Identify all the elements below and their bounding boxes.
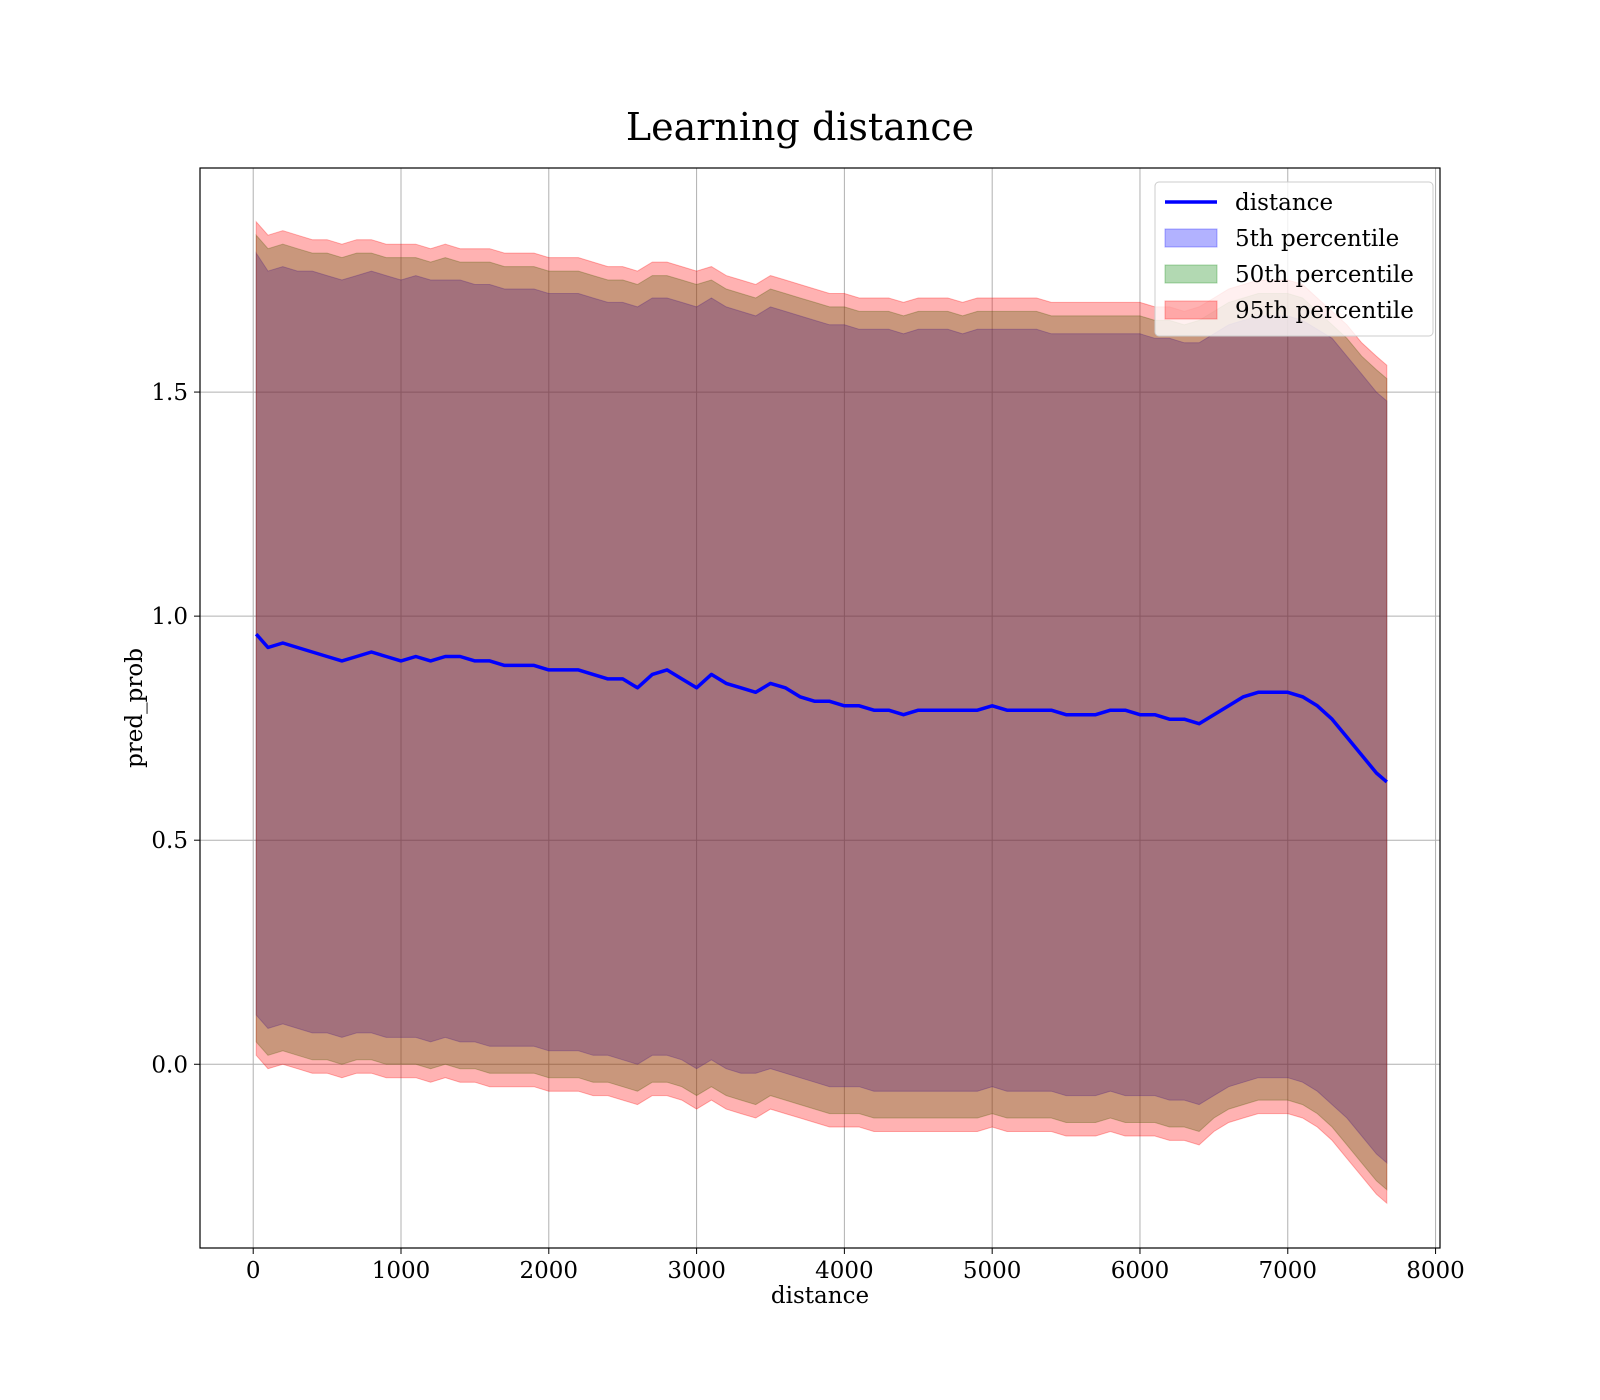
legend-label-distance: distance [1235, 190, 1333, 216]
y-tick-label-2: 1.0 [151, 604, 188, 630]
legend-label-50th-percentile: 50th percentile [1235, 262, 1414, 288]
legend-swatch-50th-percentile [1164, 264, 1218, 284]
legend-swatch-5th-percentile [1164, 228, 1218, 248]
grid [200, 168, 1440, 1248]
x-tick-label-8: 8000 [1406, 1258, 1465, 1284]
chart-title: Learning distance [626, 105, 974, 149]
x-tick-label-6: 6000 [1111, 1258, 1170, 1284]
band-5th-percentile [255, 251, 1388, 1164]
x-tick-label-1: 1000 [372, 1258, 431, 1284]
axes-frame [199, 167, 1441, 1249]
x-axis-label: distance [771, 1283, 869, 1309]
y-tick-label-3: 1.5 [151, 380, 188, 406]
x-tick-label-2: 2000 [520, 1258, 579, 1284]
x-tick-label-3: 3000 [667, 1258, 726, 1284]
y-axis-label: pred_prob [122, 648, 148, 768]
y-tick-label-1: 0.5 [151, 828, 188, 854]
legend: distance 5th percentile 50th percentile 95t… [1154, 181, 1434, 337]
line-distance [254, 632, 1388, 784]
x-tick-label-4: 4000 [815, 1258, 874, 1284]
x-tick-label-7: 7000 [1258, 1258, 1317, 1284]
x-tick-label-0: 0 [246, 1258, 261, 1284]
y-axis-ticks: 0.0 0.5 1.0 1.5 [151, 380, 200, 1078]
band-50th-percentile [255, 233, 1388, 1191]
percentile-bands [255, 220, 1388, 1205]
x-tick-label-5: 5000 [963, 1258, 1022, 1284]
legend-label-5th-percentile: 5th percentile [1235, 226, 1399, 252]
y-tick-label-0: 0.0 [151, 1052, 188, 1078]
legend-label-95th-percentile: 95th percentile [1235, 298, 1414, 324]
band-95th-percentile [255, 220, 1388, 1205]
plot-area: 0 1000 2000 3000 4000 5000 6000 7000 8000 0.0 0.5… [151, 167, 1465, 1284]
series-lines [254, 632, 1388, 784]
x-axis-ticks: 0 1000 2000 3000 4000 5000 6000 7000 8000 [246, 1248, 1465, 1284]
legend-box [1154, 181, 1434, 337]
legend-swatch-95th-percentile [1164, 300, 1218, 320]
